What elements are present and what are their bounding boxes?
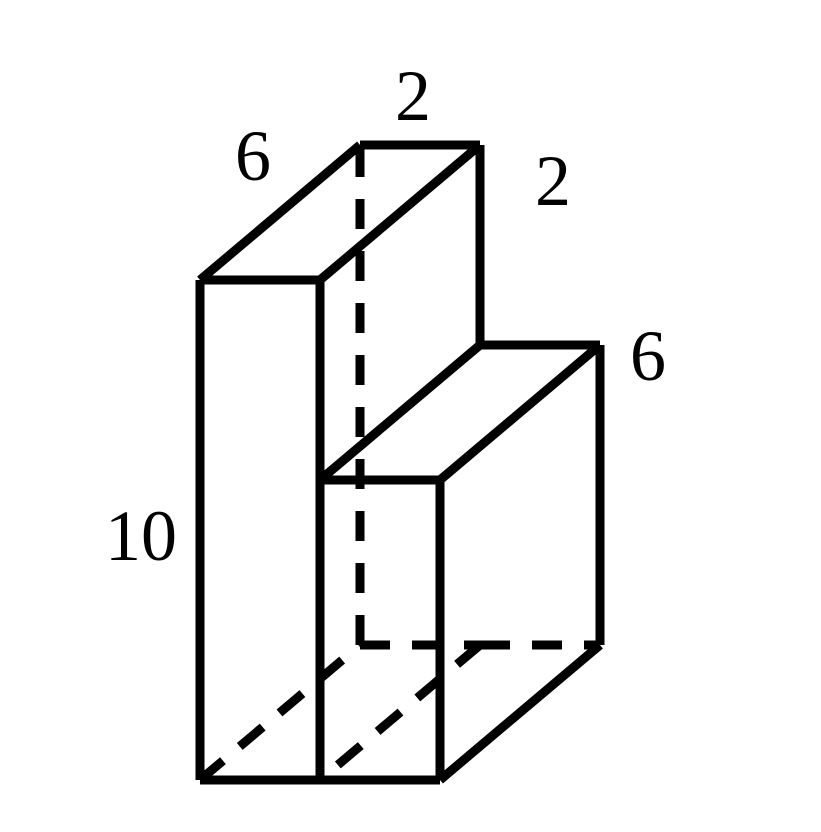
label-left-height: 10	[105, 496, 177, 576]
label-right-height: 6	[630, 316, 666, 396]
dimension-labels: 10 6 2 2 6	[105, 56, 666, 576]
label-top-width-1: 2	[395, 56, 431, 136]
hidden-edges	[200, 145, 600, 780]
visible-edges	[200, 145, 600, 780]
label-top-depth: 6	[235, 116, 271, 196]
label-top-width-2: 2	[535, 141, 571, 221]
